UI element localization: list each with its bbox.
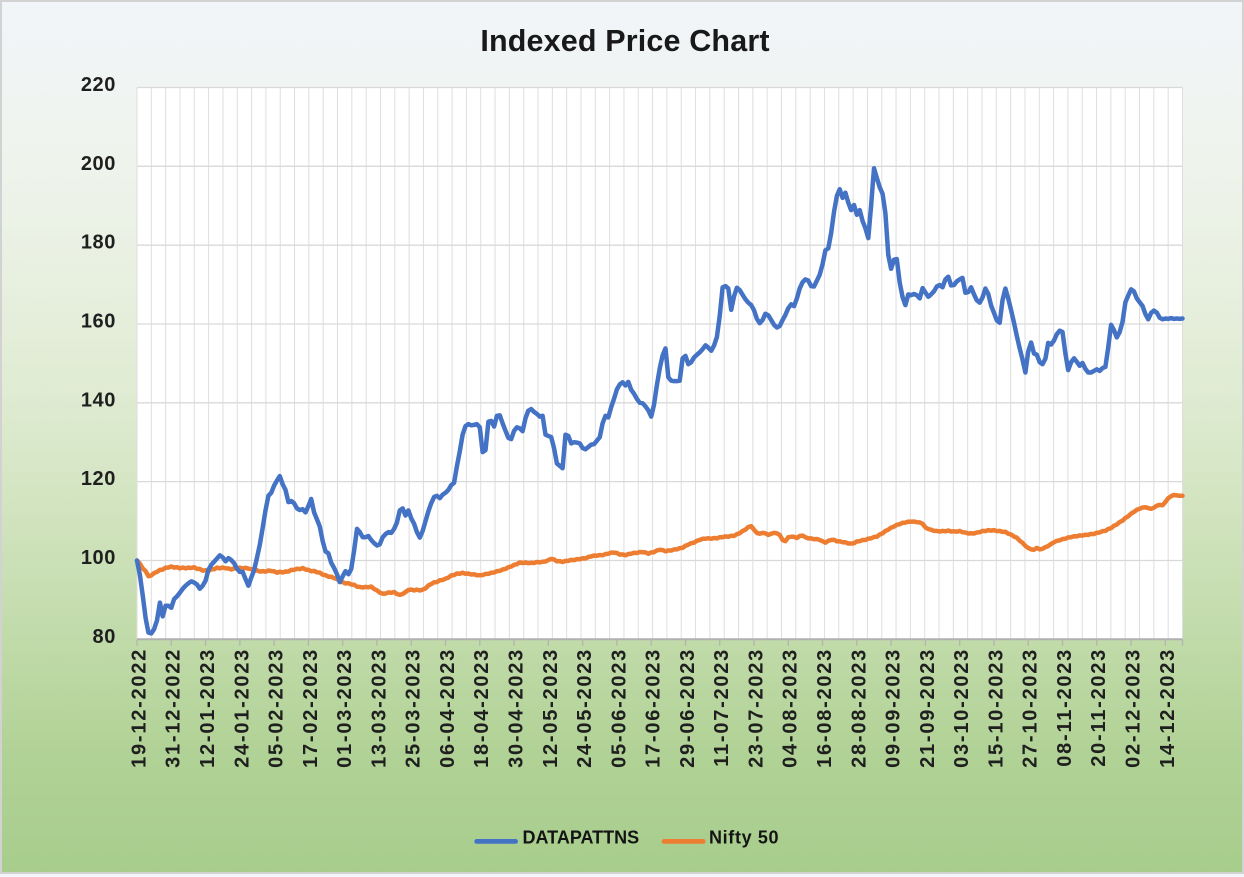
svg-text:23-07-2023: 23-07-2023 xyxy=(745,648,767,768)
svg-text:11-07-2023: 11-07-2023 xyxy=(711,648,733,767)
svg-text:24-05-2023: 24-05-2023 xyxy=(574,648,596,768)
svg-text:Nifty 50: Nifty 50 xyxy=(709,828,779,848)
svg-text:01-03-2023: 01-03-2023 xyxy=(334,648,356,768)
svg-text:180: 180 xyxy=(81,232,116,254)
svg-text:20-11-2023: 20-11-2023 xyxy=(1088,648,1110,767)
svg-text:09-09-2023: 09-09-2023 xyxy=(883,648,905,768)
svg-text:DATAPATTNS: DATAPATTNS xyxy=(523,828,640,848)
svg-text:120: 120 xyxy=(81,468,116,490)
svg-text:80: 80 xyxy=(93,626,116,648)
svg-text:100: 100 xyxy=(81,547,116,569)
svg-text:31-12-2022: 31-12-2022 xyxy=(163,648,185,768)
svg-text:18-04-2023: 18-04-2023 xyxy=(471,648,493,768)
svg-text:08-11-2023: 08-11-2023 xyxy=(1054,648,1076,767)
svg-text:19-12-2022: 19-12-2022 xyxy=(128,648,150,768)
svg-text:05-02-2023: 05-02-2023 xyxy=(266,648,288,768)
svg-text:04-08-2023: 04-08-2023 xyxy=(780,648,802,768)
svg-text:25-03-2023: 25-03-2023 xyxy=(403,648,425,768)
svg-text:06-04-2023: 06-04-2023 xyxy=(437,648,459,768)
svg-text:14-12-2023: 14-12-2023 xyxy=(1157,648,1179,768)
svg-text:30-04-2023: 30-04-2023 xyxy=(506,648,528,768)
svg-text:140: 140 xyxy=(81,389,116,411)
svg-text:12-01-2023: 12-01-2023 xyxy=(197,648,219,768)
svg-text:Indexed Price Chart: Indexed Price Chart xyxy=(480,24,769,58)
svg-text:15-10-2023: 15-10-2023 xyxy=(985,648,1007,768)
svg-text:220: 220 xyxy=(81,74,116,96)
svg-text:27-10-2023: 27-10-2023 xyxy=(1020,648,1042,768)
svg-text:21-09-2023: 21-09-2023 xyxy=(917,648,939,768)
svg-text:160: 160 xyxy=(81,311,116,333)
svg-text:28-08-2023: 28-08-2023 xyxy=(848,648,870,768)
svg-text:200: 200 xyxy=(81,153,116,175)
svg-text:29-06-2023: 29-06-2023 xyxy=(677,648,699,768)
svg-text:03-10-2023: 03-10-2023 xyxy=(951,648,973,768)
svg-text:16-08-2023: 16-08-2023 xyxy=(814,648,836,768)
svg-text:05-06-2023: 05-06-2023 xyxy=(608,648,630,768)
svg-text:24-01-2023: 24-01-2023 xyxy=(231,648,253,768)
svg-text:17-02-2023: 17-02-2023 xyxy=(300,648,322,768)
svg-text:13-03-2023: 13-03-2023 xyxy=(368,648,390,768)
svg-text:02-12-2023: 02-12-2023 xyxy=(1123,648,1145,768)
svg-text:17-06-2023: 17-06-2023 xyxy=(643,648,665,768)
svg-text:12-05-2023: 12-05-2023 xyxy=(540,648,562,768)
